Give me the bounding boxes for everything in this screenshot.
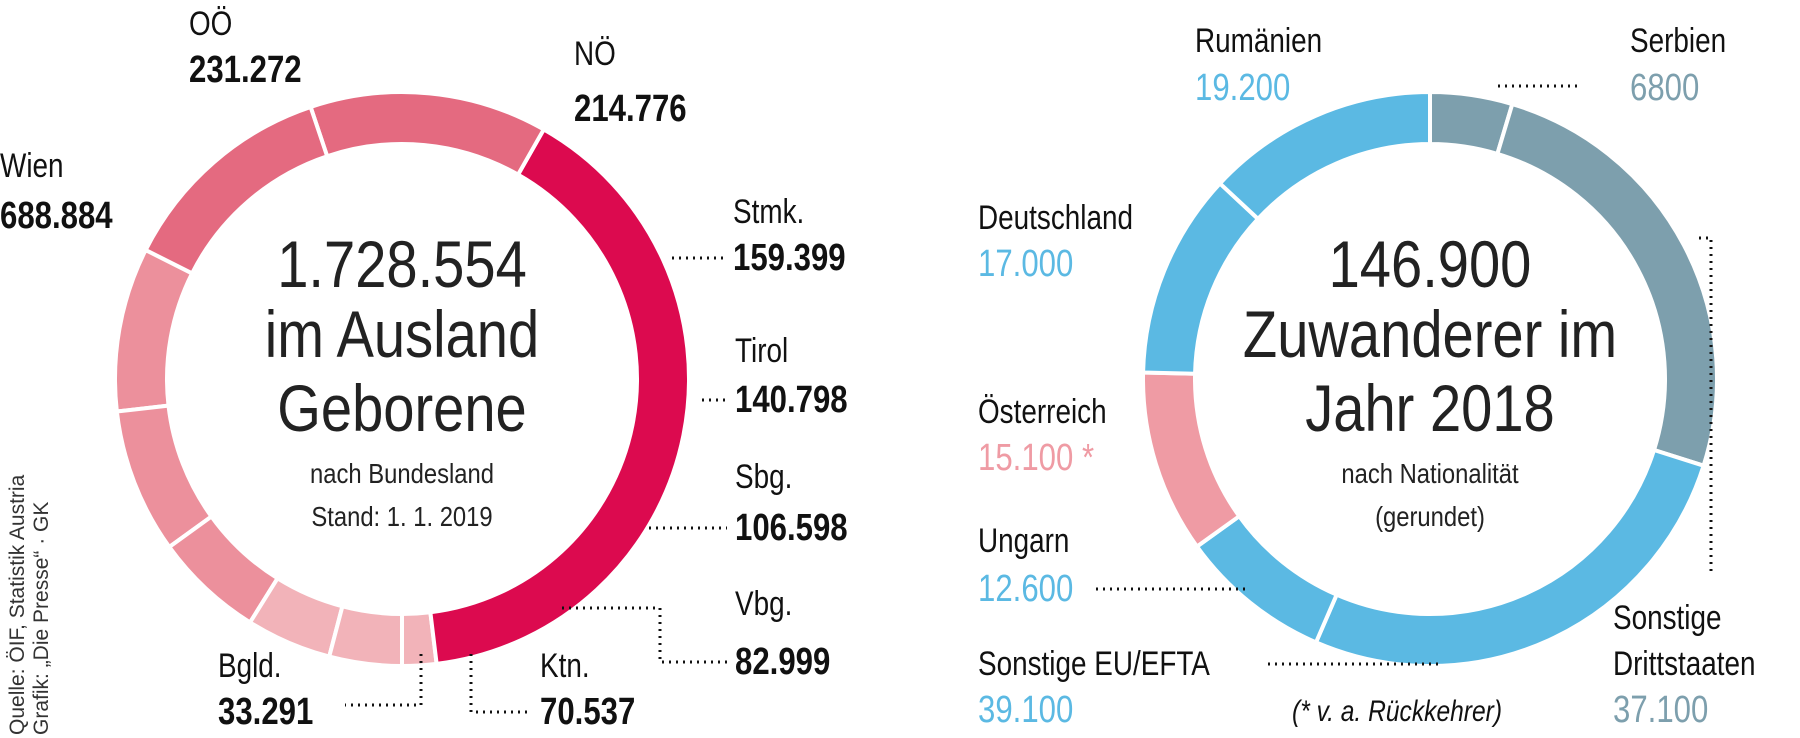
label-ungarn: Ungarn bbox=[978, 522, 1070, 560]
value-vbg: 82.999 bbox=[735, 641, 831, 683]
value-ktn: 70.537 bbox=[540, 691, 636, 733]
label-sonstige-eu-efta: Sonstige EU/EFTA bbox=[978, 645, 1210, 683]
value-stmk: 159.399 bbox=[733, 237, 846, 279]
value-ooe: 231.272 bbox=[189, 49, 302, 91]
value-tirol: 140.798 bbox=[735, 379, 848, 421]
donut-slice-wien bbox=[428, 126, 691, 667]
value-noe: 214.776 bbox=[574, 88, 687, 130]
value-ungarn: 12.600 bbox=[978, 568, 1074, 610]
donut-slice-stmk bbox=[113, 247, 195, 414]
value-sbg: 106.598 bbox=[735, 507, 848, 549]
label-rumaenien: Rumänien bbox=[1195, 22, 1323, 60]
label-oesterreich: Österreich bbox=[978, 393, 1107, 431]
subtitle-line-2: (gerundet) bbox=[1375, 501, 1485, 532]
center-line-1: im Ausland bbox=[264, 297, 540, 371]
leader-vbg bbox=[562, 606, 727, 664]
donut-immigrants-2018 bbox=[1141, 89, 1719, 668]
label-noe: NÖ bbox=[574, 35, 616, 73]
label-ktn: Ktn. bbox=[540, 647, 590, 685]
value-sonstige-eu-efta: 39.100 bbox=[978, 689, 1074, 731]
graphic-credit-line: Grafik: „Die Presse“ · GK bbox=[30, 501, 53, 735]
subtitle-line-1: nach Nationalität bbox=[1341, 458, 1519, 489]
value-wien: 688.884 bbox=[0, 195, 113, 237]
label-vbg: Vbg. bbox=[735, 585, 793, 623]
value-serbien: 6800 bbox=[1630, 67, 1700, 109]
donut-slice-ungarn bbox=[1194, 513, 1340, 646]
subtitle-line-1: nach Bundesland bbox=[310, 458, 494, 489]
center-total-births: 1.728.554 bbox=[277, 227, 527, 301]
donut-slice-österreich bbox=[1141, 370, 1242, 550]
value-oesterreich: 15.100 * bbox=[978, 437, 1095, 479]
source-credit: Quelle: ÖIF, Statistik Austria Grafik: „… bbox=[6, 475, 54, 735]
center-line-2: Geborene bbox=[277, 371, 527, 445]
label-deutschland: Deutschland bbox=[978, 199, 1133, 237]
value-sonstige-drittstaaten: 37.100 bbox=[1613, 689, 1709, 731]
center-line-2: Jahr 2018 bbox=[1305, 371, 1555, 445]
label-sbg: Sbg. bbox=[735, 458, 793, 496]
label-bgld: Bgld. bbox=[218, 647, 282, 685]
center-line-1: Zuwanderer im bbox=[1242, 297, 1618, 371]
donut-slice-vbg bbox=[247, 575, 345, 660]
donut-births-abroad bbox=[113, 90, 691, 669]
value-bgld: 33.291 bbox=[218, 691, 314, 733]
label-serbien: Serbien bbox=[1630, 22, 1727, 60]
donut-slice-ktn bbox=[326, 603, 404, 669]
donut-slice-tirol bbox=[114, 403, 215, 550]
value-rumaenien: 19.200 bbox=[1195, 67, 1291, 109]
footnote: (* v. a. Rückkehrer) bbox=[1292, 695, 1503, 728]
label-wien: Wien bbox=[0, 147, 64, 185]
center-total-immigrants: 146.900 bbox=[1328, 227, 1532, 301]
donut-slice-nö bbox=[142, 104, 330, 277]
label-ooe: OÖ bbox=[189, 5, 233, 43]
donut-slice-rumänien bbox=[1217, 89, 1432, 222]
label-stmk: Stmk. bbox=[733, 193, 805, 231]
subtitle-line-2: Stand: 1. 1. 2019 bbox=[311, 501, 493, 532]
donut-slice-sbg bbox=[166, 513, 281, 626]
label-sonstige-drittstaaten: Sonstige Drittstaaten bbox=[1613, 599, 1756, 683]
label-tirol: Tirol bbox=[735, 332, 789, 370]
source-line: Quelle: ÖIF, Statistik Austria bbox=[6, 474, 29, 735]
leader-ktn bbox=[469, 654, 532, 714]
leader-lines bbox=[345, 84, 1713, 714]
leader-bgld bbox=[345, 654, 423, 707]
donut-slice-oö bbox=[308, 90, 547, 178]
value-deutschland: 17.000 bbox=[978, 243, 1074, 285]
